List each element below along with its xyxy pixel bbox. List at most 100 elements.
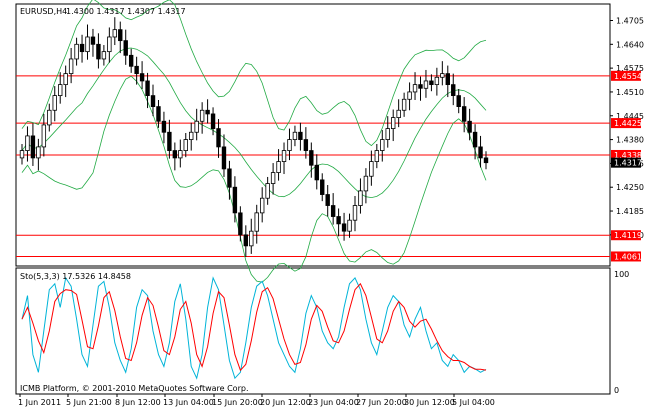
candle-body	[434, 76, 440, 86]
candle-body	[358, 190, 363, 206]
candle-body	[369, 161, 374, 177]
bollinger-bands	[21, 0, 487, 283]
candle-body	[41, 124, 47, 148]
candle-body	[325, 194, 330, 206]
time-tick-label: 1 Jun 2011	[18, 398, 61, 407]
stochastic-label: Sto(5,3,3) 17.5326 14.8458	[20, 272, 131, 281]
candle-body	[254, 212, 259, 232]
price-tick-label: 1.4510	[616, 88, 644, 97]
candle-body	[205, 109, 210, 115]
level-label-bg	[611, 149, 641, 160]
candle-body	[243, 234, 249, 247]
stochastic-tick-0: 0	[614, 386, 619, 395]
candle-body	[483, 157, 489, 164]
candle-body	[194, 120, 199, 133]
candle-body	[58, 84, 63, 97]
candle-body	[270, 172, 276, 184]
candle-body	[96, 43, 101, 60]
candle-body	[74, 43, 79, 60]
candle-body	[298, 131, 303, 140]
time-tick-label: 5 Jul 04:00	[452, 398, 495, 407]
price-tick-label: 1.4250	[616, 183, 644, 192]
time-axis: 1 Jun 2011 5 Jun 21:00 8 Jun 12:00 13 Jun 0…	[18, 394, 495, 407]
candle-body	[445, 73, 450, 86]
candle-body	[352, 205, 358, 221]
candle-body	[90, 36, 96, 45]
candle-body	[418, 84, 423, 89]
level-label-bg	[611, 118, 641, 129]
bollinger-upper	[21, 0, 487, 147]
price-tick-label: 1.4185	[616, 207, 644, 216]
candle-body	[401, 98, 407, 111]
price-axis: 1.4705 1.4640 1.4575 1.4510 1.4445 1.4380 1.43…	[610, 16, 644, 240]
candle-body	[112, 29, 117, 38]
price-tick-label: 1.4640	[616, 40, 644, 49]
candle-body	[238, 212, 243, 236]
current-price-bg	[611, 157, 641, 168]
candle-body	[385, 128, 390, 140]
candle-body	[199, 109, 205, 122]
candle-body	[118, 29, 123, 42]
candle-body	[265, 183, 270, 199]
candle-body	[303, 139, 309, 151]
candle-body	[429, 80, 434, 86]
level-label: 1.4061	[614, 252, 642, 261]
candle-body	[287, 139, 292, 151]
candle-body	[249, 230, 254, 247]
level-label-bg	[611, 251, 641, 262]
candle-body	[320, 179, 325, 195]
time-tick-label: 5 Jun 21:00	[66, 398, 112, 407]
candle-body	[145, 80, 150, 97]
level-label-bg	[611, 230, 641, 241]
candle-body	[150, 95, 156, 108]
candle-body	[347, 219, 352, 232]
candle-body	[396, 109, 401, 118]
candle-body	[314, 164, 319, 181]
candle-body	[210, 113, 216, 129]
current-price-label: 1.4317	[614, 159, 642, 168]
candle-body	[189, 131, 194, 140]
price-tick-label: 1.4705	[616, 16, 644, 25]
candle-body	[216, 128, 221, 148]
candle-body	[440, 73, 445, 78]
candle-body	[467, 120, 472, 133]
level-lines	[16, 75, 610, 257]
candle-body	[134, 65, 139, 75]
candle-body	[183, 139, 188, 151]
candle-body	[30, 135, 36, 159]
level-label-bg	[611, 70, 641, 81]
candle-body	[456, 95, 461, 108]
level-label: 1.4338	[614, 151, 642, 160]
candle-body	[281, 150, 287, 162]
candle-body	[36, 146, 41, 159]
candle-body	[336, 216, 341, 225]
time-tick-label: 15 Jun 20:00	[212, 398, 263, 407]
candle-body	[79, 43, 85, 53]
bollinger-middle	[21, 47, 487, 199]
candle-body	[123, 40, 128, 56]
candle-body	[259, 197, 265, 214]
candle-body	[85, 36, 90, 53]
candle-body	[47, 109, 52, 126]
candle-body	[156, 106, 161, 122]
candle-body	[19, 150, 25, 159]
level-label: 1.4554	[614, 72, 642, 81]
candle-body	[227, 168, 232, 188]
candle-body	[407, 91, 412, 100]
candle-body	[178, 150, 183, 159]
level-label: 1.4119	[614, 231, 642, 240]
stochastic-tick-100: 100	[614, 270, 629, 279]
candle-body	[172, 150, 178, 159]
candle-body	[341, 223, 347, 232]
copyright-text: ICMB Platform, © 2001-2010 MetaQuotes So…	[20, 384, 249, 393]
symbol-timeframe: EURUSD,H4	[20, 7, 67, 16]
candle-body	[161, 120, 167, 133]
candle-body	[68, 58, 74, 75]
stochastic-signal-line	[21, 282, 487, 372]
candle-body	[363, 175, 369, 192]
stochastic-main-line	[21, 276, 487, 380]
candle-body	[107, 36, 112, 53]
candle-body	[309, 150, 314, 166]
